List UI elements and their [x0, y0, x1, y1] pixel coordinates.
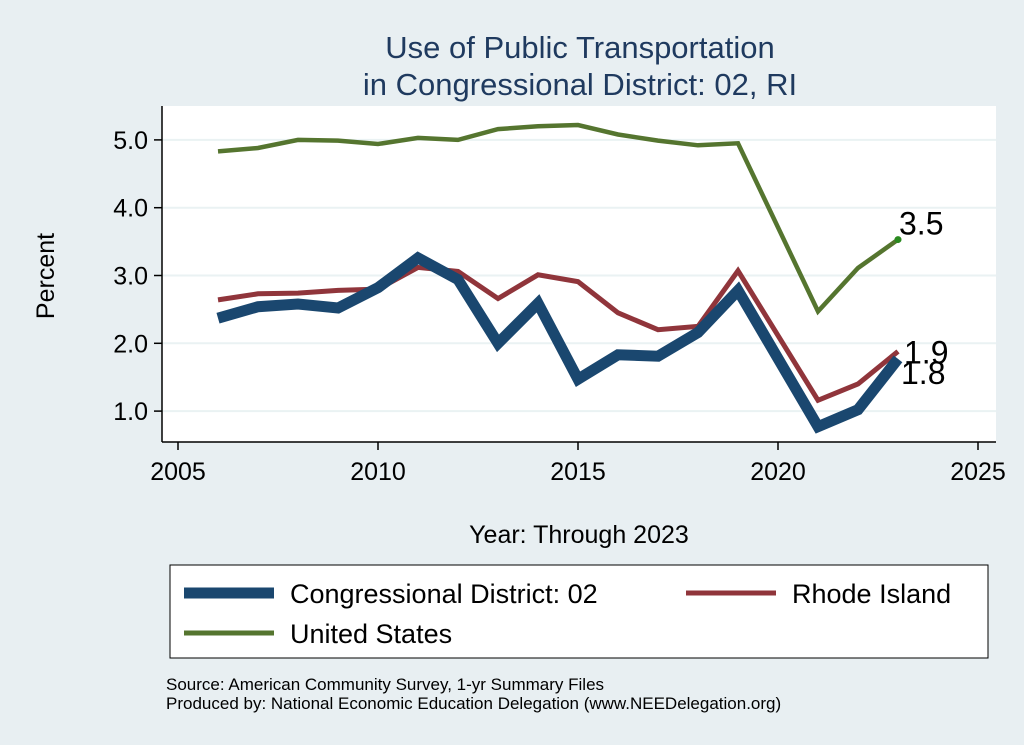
end-label-0: 1.8 [901, 355, 945, 391]
series-line-1 [217, 264, 900, 404]
x-tick-label: 2005 [150, 458, 206, 486]
y-tick-label: 3.0 [113, 263, 148, 291]
us-end-point [894, 236, 902, 244]
y-tick-label: 5.0 [113, 127, 148, 155]
source-note: Source: American Community Survey, 1-yr … [166, 675, 604, 694]
end-label-2: 3.5 [899, 206, 943, 242]
y-tick-label: 1.0 [113, 398, 148, 426]
axes: 1.0 2.0 3.0 4.0 5.0 2005 2010 2015 2020 2025 [113, 106, 1006, 486]
x-tick-label: 2010 [350, 458, 406, 486]
x-tick-label: 2020 [750, 458, 806, 486]
y-tick-label: 4.0 [113, 195, 148, 223]
legend-box [169, 564, 989, 659]
x-tick-label: 2025 [950, 458, 1006, 486]
end-labels: 1.81.9 3.5 [894, 206, 948, 391]
legend-label-rhode-island: Rhode Island [792, 579, 951, 609]
series-layer [216, 122, 903, 434]
legend-label-united-states: United States [290, 619, 452, 649]
end-label-1: 1.9 [904, 334, 948, 370]
series-line-0 [216, 251, 903, 434]
chart-title-line-1: Use of Public Transportation [385, 30, 774, 65]
producer-note: Produced by: National Economic Education… [166, 694, 781, 713]
x-tick-label: 2015 [550, 458, 606, 486]
y-tick-label: 2.0 [113, 330, 148, 358]
series-line-2 [217, 122, 900, 316]
x-axis-title: Year: Through 2023 [469, 521, 689, 549]
chart-title-line-2: in Congressional District: 02, RI [363, 67, 797, 102]
legend-label-district: Congressional District: 02 [290, 579, 598, 609]
y-axis-title: Percent [32, 233, 60, 319]
legend: Congressional District: 02 Rhode Island … [169, 564, 989, 659]
